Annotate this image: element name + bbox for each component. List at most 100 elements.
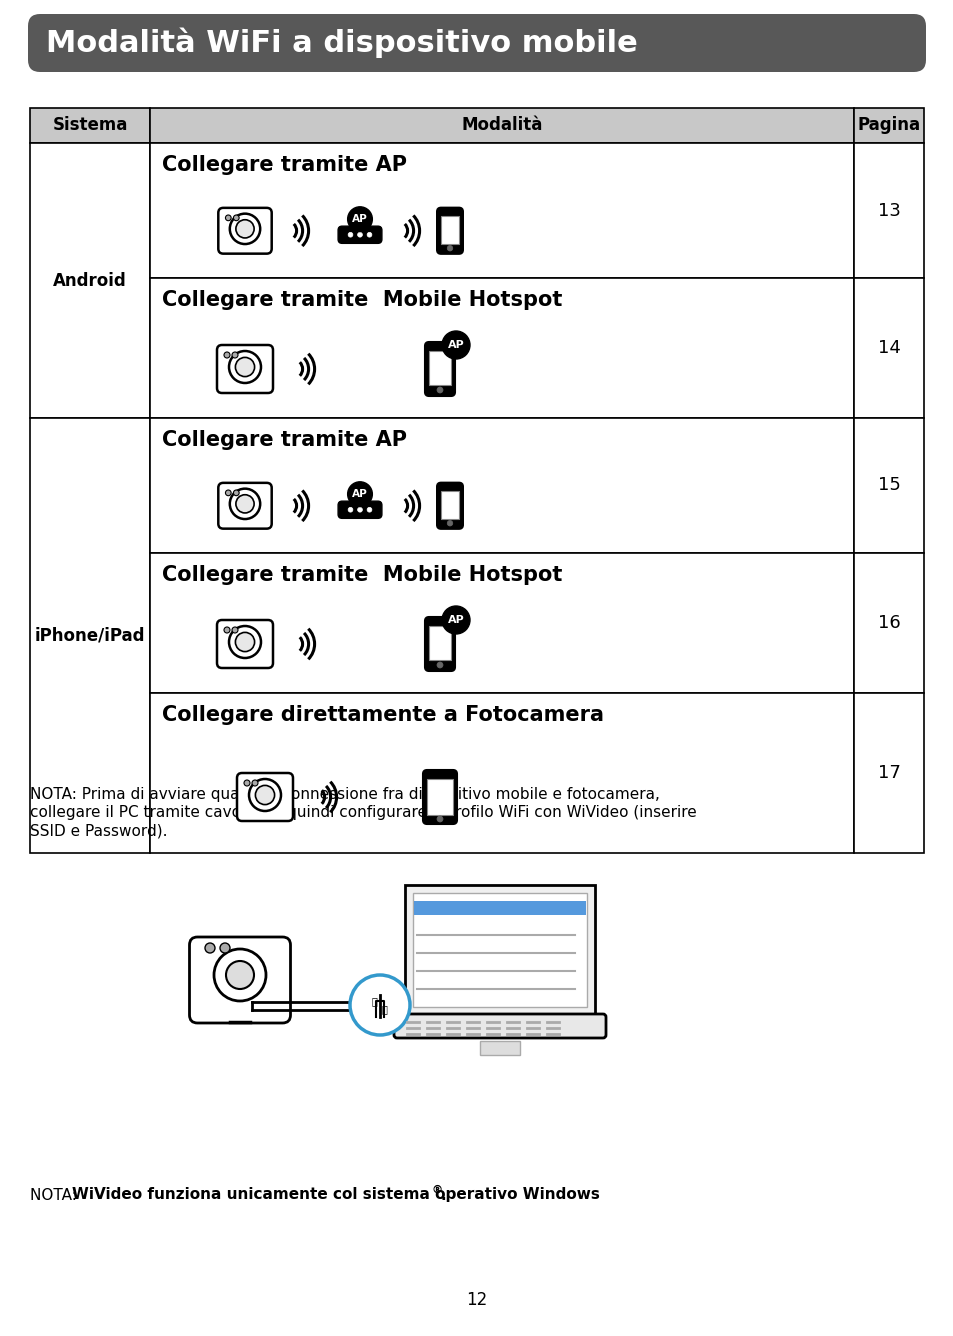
Circle shape bbox=[357, 508, 362, 512]
Circle shape bbox=[235, 219, 253, 238]
Text: ⬛: ⬛ bbox=[371, 997, 376, 1006]
Circle shape bbox=[367, 232, 372, 236]
Text: ⚹: ⚹ bbox=[380, 1003, 387, 1014]
Text: Modalità WiFi a dispositivo mobile: Modalità WiFi a dispositivo mobile bbox=[46, 28, 638, 59]
Text: iPhone/iPad: iPhone/iPad bbox=[34, 627, 145, 644]
Circle shape bbox=[232, 627, 237, 633]
Circle shape bbox=[436, 663, 442, 668]
Text: Collegare tramite AP: Collegare tramite AP bbox=[162, 155, 407, 175]
Circle shape bbox=[233, 215, 239, 220]
Text: AP: AP bbox=[352, 489, 368, 500]
Bar bbox=[150, 143, 853, 278]
Circle shape bbox=[252, 780, 257, 786]
Circle shape bbox=[255, 786, 274, 804]
Circle shape bbox=[220, 943, 230, 953]
Circle shape bbox=[224, 351, 230, 358]
Circle shape bbox=[230, 214, 260, 244]
Text: 16: 16 bbox=[877, 615, 900, 632]
Text: Collegare tramite  Mobile Hotspot: Collegare tramite Mobile Hotspot bbox=[162, 565, 561, 585]
FancyBboxPatch shape bbox=[337, 226, 381, 243]
FancyBboxPatch shape bbox=[236, 774, 293, 822]
FancyBboxPatch shape bbox=[216, 620, 273, 668]
Text: 12: 12 bbox=[466, 1291, 487, 1309]
Bar bbox=[853, 693, 923, 852]
Bar bbox=[150, 278, 853, 418]
Circle shape bbox=[226, 961, 253, 989]
FancyBboxPatch shape bbox=[436, 482, 462, 529]
Bar bbox=[853, 418, 923, 553]
Bar bbox=[853, 143, 923, 278]
Text: ®: ® bbox=[431, 1185, 442, 1194]
Text: .: . bbox=[439, 1188, 445, 1202]
Bar bbox=[853, 278, 923, 418]
Circle shape bbox=[213, 949, 266, 1001]
Bar bbox=[150, 418, 853, 553]
FancyBboxPatch shape bbox=[424, 342, 455, 395]
Bar bbox=[440, 492, 458, 518]
Circle shape bbox=[441, 607, 470, 635]
FancyBboxPatch shape bbox=[424, 617, 455, 671]
Bar bbox=[30, 143, 150, 418]
Circle shape bbox=[235, 632, 254, 652]
FancyBboxPatch shape bbox=[28, 13, 925, 72]
Bar bbox=[479, 1041, 519, 1055]
Text: Modalità: Modalità bbox=[461, 116, 542, 135]
Bar bbox=[440, 216, 458, 243]
FancyBboxPatch shape bbox=[216, 345, 273, 393]
Text: 14: 14 bbox=[877, 339, 900, 357]
Text: 17: 17 bbox=[877, 764, 900, 782]
Circle shape bbox=[347, 207, 372, 231]
Bar bbox=[405, 884, 595, 1015]
Bar bbox=[150, 553, 853, 693]
Bar bbox=[150, 693, 853, 852]
Circle shape bbox=[441, 331, 470, 359]
Circle shape bbox=[347, 482, 372, 506]
Circle shape bbox=[357, 232, 362, 236]
FancyBboxPatch shape bbox=[394, 1014, 605, 1038]
Circle shape bbox=[244, 780, 250, 786]
FancyBboxPatch shape bbox=[190, 937, 291, 1023]
FancyBboxPatch shape bbox=[218, 208, 272, 254]
Circle shape bbox=[235, 358, 254, 377]
Text: WiVideo funziona unicamente col sistema operativo Windows: WiVideo funziona unicamente col sistema … bbox=[71, 1188, 599, 1202]
Text: AP: AP bbox=[447, 615, 464, 625]
Circle shape bbox=[249, 779, 281, 811]
Text: 13: 13 bbox=[877, 202, 900, 219]
Circle shape bbox=[233, 490, 239, 496]
Circle shape bbox=[224, 627, 230, 633]
Bar bbox=[429, 627, 451, 660]
Bar bbox=[413, 892, 586, 1007]
FancyBboxPatch shape bbox=[422, 770, 456, 824]
Circle shape bbox=[436, 816, 442, 822]
Circle shape bbox=[235, 494, 253, 513]
Circle shape bbox=[348, 232, 353, 236]
Circle shape bbox=[348, 508, 353, 512]
Text: Pagina: Pagina bbox=[857, 116, 920, 135]
Circle shape bbox=[350, 975, 410, 1035]
Text: NOTA:: NOTA: bbox=[30, 1188, 82, 1202]
Text: NOTA: Prima di avviare qualsiasi connessione fra dispositivo mobile e fotocamera: NOTA: Prima di avviare qualsiasi conness… bbox=[30, 787, 659, 803]
Text: Sistema: Sistema bbox=[52, 116, 128, 135]
Circle shape bbox=[232, 351, 237, 358]
Text: Collegare tramite AP: Collegare tramite AP bbox=[162, 430, 407, 450]
Text: Collegare direttamente a Fotocamera: Collegare direttamente a Fotocamera bbox=[162, 705, 603, 725]
FancyBboxPatch shape bbox=[337, 501, 381, 518]
Circle shape bbox=[447, 246, 453, 251]
Circle shape bbox=[225, 490, 231, 496]
Text: AP: AP bbox=[447, 339, 464, 350]
Bar bbox=[853, 108, 923, 143]
Circle shape bbox=[225, 215, 231, 220]
Bar bbox=[30, 418, 150, 852]
Circle shape bbox=[367, 508, 372, 512]
Text: 15: 15 bbox=[877, 477, 900, 494]
Text: SSID e Password).: SSID e Password). bbox=[30, 823, 168, 839]
Circle shape bbox=[447, 521, 453, 526]
Bar bbox=[30, 108, 150, 143]
Circle shape bbox=[229, 627, 261, 659]
Bar bbox=[414, 900, 585, 915]
Bar bbox=[429, 351, 451, 385]
Text: Collegare tramite  Mobile Hotspot: Collegare tramite Mobile Hotspot bbox=[162, 290, 561, 310]
FancyBboxPatch shape bbox=[436, 207, 462, 254]
Text: collegare il PC tramite cavo USB, quindi configurare il profilo WiFi con WiVideo: collegare il PC tramite cavo USB, quindi… bbox=[30, 806, 696, 820]
Bar bbox=[853, 553, 923, 693]
